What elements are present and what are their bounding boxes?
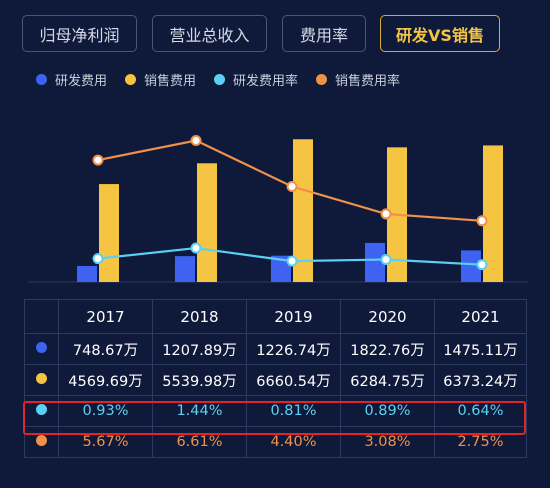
tab-expense-rate[interactable]: 费用率 (282, 15, 366, 52)
table-cell: 1207.89万 (152, 333, 247, 365)
year-header: 2021 (434, 299, 527, 334)
data-table: 2017 2018 2019 2020 2021 748.67万 1207.89… (24, 299, 527, 458)
row-dot-sales-expense (36, 373, 47, 384)
table-row-sales-rate: 5.67% 6.61% 4.40% 3.08% 2.75% (24, 426, 527, 458)
legend-dot-sales-rate (316, 73, 328, 85)
row-dot-rd-expense (36, 342, 47, 353)
point-rd-rate[interactable] (380, 253, 392, 265)
point-rd-rate[interactable] (190, 242, 202, 254)
table-cell: 1.44% (152, 395, 247, 427)
year-header: 2019 (246, 299, 341, 334)
bar-sales-expense[interactable] (293, 139, 313, 282)
legend-item-sales-rate[interactable]: 销售费用率 (316, 70, 400, 89)
table-cell: 4569.69万 (58, 364, 153, 396)
row-marker-cell (24, 426, 59, 458)
line-sales-rate (97, 139, 483, 222)
legend-item-sales-expense[interactable]: 销售费用 (125, 70, 196, 89)
point-sales-rate[interactable] (286, 180, 298, 192)
row-marker-cell (24, 395, 59, 427)
point-sales-rate[interactable] (476, 215, 488, 227)
bar-rd-expense[interactable] (365, 242, 385, 282)
row-dot-sales-rate (36, 435, 47, 446)
tab-bar: 归母净利润 营业总收入 费用率 研发VS销售 (22, 15, 528, 53)
legend-label-rd-rate: 研发费用率 (233, 73, 299, 89)
legend-item-rd-expense[interactable]: 研发费用 (36, 70, 107, 89)
row-dot-rd-rate (36, 404, 47, 415)
table-cell: 6284.75万 (340, 364, 435, 396)
table-row-rd-rate: 0.93% 1.44% 0.81% 0.89% 0.64% (24, 395, 527, 427)
year-header: 2018 (152, 299, 247, 334)
bar-sales-expense[interactable] (197, 163, 217, 282)
legend-label-sales-expense: 销售费用 (144, 73, 197, 89)
year-header: 2017 (58, 299, 153, 334)
table-cell: 6660.54万 (246, 364, 341, 396)
bar-sales-expense[interactable] (483, 145, 503, 282)
bar-rd-expense[interactable] (77, 265, 97, 282)
bar-rd-expense[interactable] (175, 256, 195, 282)
legend-dot-rd-rate (214, 73, 226, 85)
row-marker-cell (24, 364, 59, 396)
legend-label-sales-rate: 销售费用率 (335, 73, 401, 89)
point-sales-rate[interactable] (92, 154, 104, 166)
combo-chart (28, 135, 528, 283)
row-marker-cell (24, 333, 59, 365)
table-row-sales-expense: 4569.69万 5539.98万 6660.54万 6284.75万 6373… (24, 364, 527, 396)
point-rd-rate[interactable] (92, 253, 104, 265)
chart-legend: 研发费用 销售费用 研发费用率 销售费用率 (36, 70, 418, 89)
bar-rd-expense[interactable] (271, 255, 291, 282)
bar-rd-expense[interactable] (461, 250, 481, 282)
table-cell: 1475.11万 (434, 333, 527, 365)
legend-dot-rd-expense (36, 73, 47, 85)
table-cell: 0.93% (58, 395, 153, 427)
table-row-rd-expense: 748.67万 1207.89万 1226.74万 1822.76万 1475.… (24, 333, 527, 365)
table-cell: 1226.74万 (246, 333, 341, 365)
table-cell: 5.67% (58, 426, 153, 458)
table-cell: 6373.24万 (434, 364, 527, 396)
table-cell: 3.08% (340, 426, 435, 458)
point-rd-rate[interactable] (286, 255, 298, 267)
point-rd-rate[interactable] (476, 259, 488, 271)
year-header: 2020 (340, 299, 435, 334)
tab-net-profit[interactable]: 归母净利润 (22, 15, 137, 52)
table-cell: 2.75% (434, 426, 527, 458)
table-cell: 748.67万 (58, 333, 153, 365)
legend-item-rd-rate[interactable]: 研发费用率 (214, 70, 298, 89)
tab-revenue[interactable]: 营业总收入 (152, 15, 267, 52)
table-cell: 0.81% (246, 395, 341, 427)
legend-dot-sales-expense (125, 73, 137, 85)
table-cell: 5539.98万 (152, 364, 247, 396)
point-sales-rate[interactable] (190, 135, 202, 147)
point-sales-rate[interactable] (380, 208, 392, 220)
table-header-row: 2017 2018 2019 2020 2021 (24, 299, 527, 334)
table-cell: 4.40% (246, 426, 341, 458)
table-cell: 0.64% (434, 395, 527, 427)
tab-rd-vs-sales[interactable]: 研发VS销售 (380, 15, 500, 52)
table-corner-cell (24, 299, 59, 334)
table-cell: 6.61% (152, 426, 247, 458)
legend-label-rd-expense: 研发费用 (55, 73, 108, 89)
table-cell: 0.89% (340, 395, 435, 427)
table-cell: 1822.76万 (340, 333, 435, 365)
bar-sales-expense[interactable] (99, 184, 119, 282)
